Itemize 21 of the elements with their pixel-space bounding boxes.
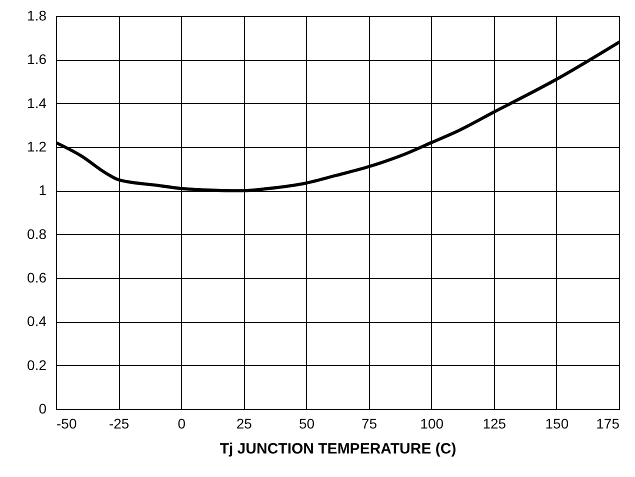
y-tick-label: 1.8 xyxy=(27,8,47,24)
y-tick-label: 1 xyxy=(38,182,47,198)
x-tick-label: 100 xyxy=(420,416,444,432)
y-tick-label: 1.2 xyxy=(27,138,47,154)
x-tick-label: 150 xyxy=(545,416,569,432)
y-tick-label: 1.4 xyxy=(27,94,47,111)
x-axis-title: Tj JUNCTION TEMPERATURE (C) xyxy=(220,440,456,458)
x-tick-label: 50 xyxy=(298,416,315,432)
x-tick-label: 25 xyxy=(236,416,252,432)
y-tick-label: 0.4 xyxy=(27,313,47,330)
x-tick-label: 175 xyxy=(596,416,620,432)
x-tick-label: 75 xyxy=(361,416,378,432)
y-tick-label: 1.6 xyxy=(27,51,47,68)
y-tick-label: 0.8 xyxy=(27,226,47,242)
x-tick-label: -50 xyxy=(56,416,77,432)
x-tick-label: 0 xyxy=(178,416,186,432)
y-tick-label: 0.6 xyxy=(27,270,47,286)
y-tick-label: 0.2 xyxy=(27,356,47,373)
y-tick-label: 0 xyxy=(38,400,47,416)
x-tick-label: -25 xyxy=(108,416,130,432)
x-tick-label: 125 xyxy=(482,416,506,432)
